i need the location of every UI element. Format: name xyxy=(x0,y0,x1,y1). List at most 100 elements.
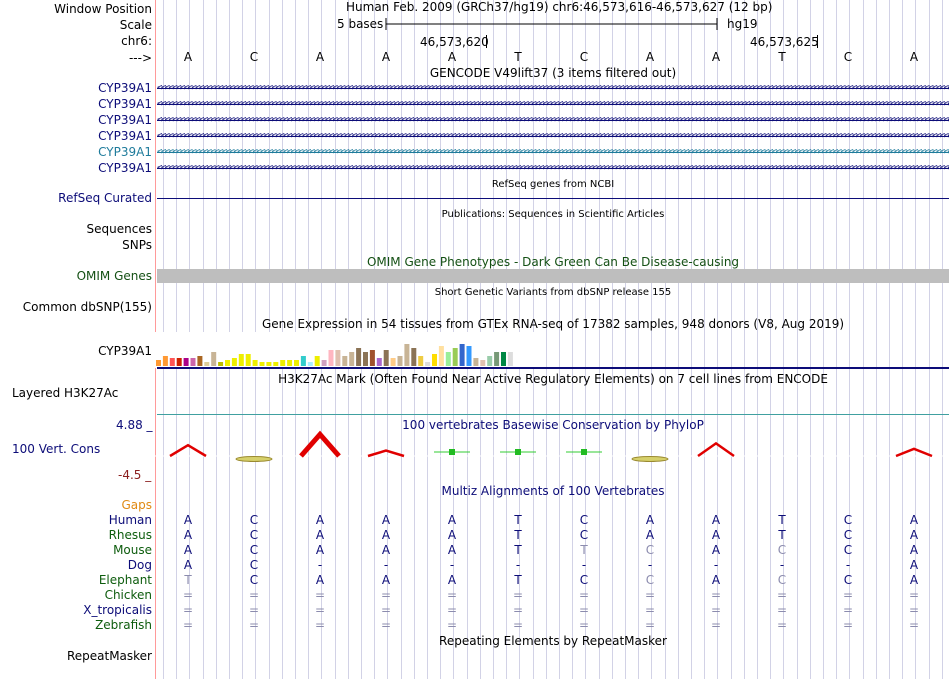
gtex-tissue-bar[interactable] xyxy=(376,358,382,366)
gencode-transcript-label[interactable]: CYP39A1 xyxy=(98,161,152,175)
gtex-tissue-bar[interactable] xyxy=(162,356,168,366)
gtex-tissue-bar[interactable] xyxy=(294,360,299,366)
alignment-base: = xyxy=(710,618,722,632)
gencode-transcript-label[interactable]: CYP39A1 xyxy=(98,145,152,159)
alignment-base: C xyxy=(579,513,589,527)
gtex-tissue-bar[interactable] xyxy=(300,356,306,366)
snps-label[interactable]: SNPs xyxy=(122,238,152,252)
alignment-base: = xyxy=(512,588,524,602)
alignment-base: = xyxy=(644,603,656,617)
gtex-tissue-bar[interactable] xyxy=(356,348,362,366)
base-letter: A xyxy=(381,50,391,64)
gtex-tissue-bar[interactable] xyxy=(266,362,272,366)
gtex-bar-chart[interactable] xyxy=(155,332,535,368)
gtex-tissue-bar[interactable] xyxy=(231,358,237,366)
gtex-tissue-bar[interactable] xyxy=(425,362,431,366)
gtex-tissue-bar[interactable] xyxy=(225,360,230,366)
repeatmasker-label[interactable]: RepeatMasker xyxy=(66,649,152,663)
gtex-tissue-bar[interactable] xyxy=(445,352,451,366)
gtex-tissue-bar[interactable] xyxy=(176,358,182,366)
gtex-tissue-bar[interactable] xyxy=(438,346,444,366)
alignment-base: = xyxy=(578,618,590,632)
species-label[interactable]: Elephant xyxy=(98,573,152,587)
refseq-track-title: RefSeq genes from NCBI xyxy=(491,179,615,190)
gtex-tissue-bar[interactable] xyxy=(218,362,224,366)
grid-line xyxy=(731,0,732,679)
gtex-tissue-bar[interactable] xyxy=(466,346,472,366)
alignment-base: C xyxy=(843,528,853,542)
alignment-base: = xyxy=(710,603,722,617)
alignment-base: = xyxy=(314,603,326,617)
refseq-gene-line[interactable] xyxy=(157,198,949,199)
grid-line xyxy=(915,0,916,679)
alignment-base: A xyxy=(183,543,193,557)
publications-label[interactable]: Sequences xyxy=(86,222,152,236)
conservation-plot[interactable] xyxy=(155,430,950,475)
gtex-tissue-bar[interactable] xyxy=(314,356,320,366)
gtex-tissue-bar[interactable] xyxy=(480,360,486,366)
gtex-tissue-bar[interactable] xyxy=(335,350,341,366)
omim-bar[interactable] xyxy=(157,269,949,283)
gtex-tissue-bar[interactable] xyxy=(418,356,424,366)
refseq-label[interactable]: RefSeq Curated xyxy=(58,191,152,205)
gtex-tissue-bar[interactable] xyxy=(245,354,251,366)
gtex-tissue-bar[interactable] xyxy=(452,348,458,366)
alignment-base: C xyxy=(249,558,259,572)
species-label[interactable]: Chicken xyxy=(104,588,152,602)
gaps-label[interactable]: Gaps xyxy=(121,498,152,512)
conservation-label[interactable]: 100 Vert. Cons xyxy=(12,442,101,456)
gtex-tissue-bar[interactable] xyxy=(307,362,313,366)
base-letter: A xyxy=(183,50,193,64)
gtex-tissue-bar[interactable] xyxy=(494,352,500,366)
gtex-tissue-bar[interactable] xyxy=(342,356,348,366)
gtex-label[interactable]: CYP39A1 xyxy=(98,344,152,358)
gtex-tissue-bar[interactable] xyxy=(211,352,217,366)
grid-line xyxy=(599,0,600,679)
gencode-transcript-label[interactable]: CYP39A1 xyxy=(98,97,152,111)
gtex-tissue-bar[interactable] xyxy=(397,356,403,366)
grid-line xyxy=(863,0,864,679)
gtex-tissue-bar[interactable] xyxy=(432,354,437,366)
species-label[interactable]: Dog xyxy=(127,558,152,572)
gtex-tissue-bar[interactable] xyxy=(197,356,203,366)
gtex-tissue-bar[interactable] xyxy=(204,362,210,366)
gtex-tissue-bar[interactable] xyxy=(404,344,410,366)
gencode-transcript-label[interactable]: CYP39A1 xyxy=(98,129,152,143)
gtex-tissue-bar[interactable] xyxy=(349,352,355,366)
gtex-tissue-bar[interactable] xyxy=(487,356,493,366)
gtex-tissue-bar[interactable] xyxy=(169,358,175,366)
species-label[interactable]: Zebrafish xyxy=(95,618,152,632)
gencode-transcript-label[interactable]: CYP39A1 xyxy=(98,81,152,95)
gtex-tissue-bar[interactable] xyxy=(183,358,189,366)
gtex-tissue-bar[interactable] xyxy=(501,352,506,366)
gtex-tissue-bar[interactable] xyxy=(328,350,334,366)
gtex-tissue-bar[interactable] xyxy=(369,350,375,366)
gtex-tissue-bar[interactable] xyxy=(390,358,396,366)
dbsnp-label[interactable]: Common dbSNP(155) xyxy=(22,300,152,314)
gtex-tissue-bar[interactable] xyxy=(280,360,286,366)
gtex-tissue-bar[interactable] xyxy=(273,362,279,366)
gtex-tissue-bar[interactable] xyxy=(507,352,513,366)
gtex-tissue-bar[interactable] xyxy=(321,360,327,366)
gtex-tissue-bar[interactable] xyxy=(190,358,196,366)
species-label[interactable]: Rhesus xyxy=(108,528,152,542)
alignment-base: T xyxy=(514,513,522,527)
alignment-base: C xyxy=(579,573,589,587)
gtex-tissue-bar[interactable] xyxy=(259,362,265,366)
species-label[interactable]: X_tropicalis xyxy=(83,603,152,617)
omim-label[interactable]: OMIM Genes xyxy=(76,269,152,283)
gtex-tissue-bar[interactable] xyxy=(238,354,244,366)
gtex-tissue-bar[interactable] xyxy=(459,344,465,366)
gtex-tissue-bar[interactable] xyxy=(363,352,368,366)
gencode-transcript-label[interactable]: CYP39A1 xyxy=(98,113,152,127)
species-label[interactable]: Human xyxy=(108,513,152,527)
gtex-tissue-bar[interactable] xyxy=(383,350,389,366)
gtex-tissue-bar[interactable] xyxy=(252,360,258,366)
species-label[interactable]: Mouse xyxy=(113,543,152,557)
h3k27ac-label[interactable]: Layered H3K27Ac xyxy=(12,386,119,400)
gtex-tissue-bar[interactable] xyxy=(287,360,293,366)
gtex-tissue-bar[interactable] xyxy=(156,360,161,366)
gtex-tissue-bar[interactable] xyxy=(473,358,479,366)
gtex-tissue-bar[interactable] xyxy=(411,348,417,366)
